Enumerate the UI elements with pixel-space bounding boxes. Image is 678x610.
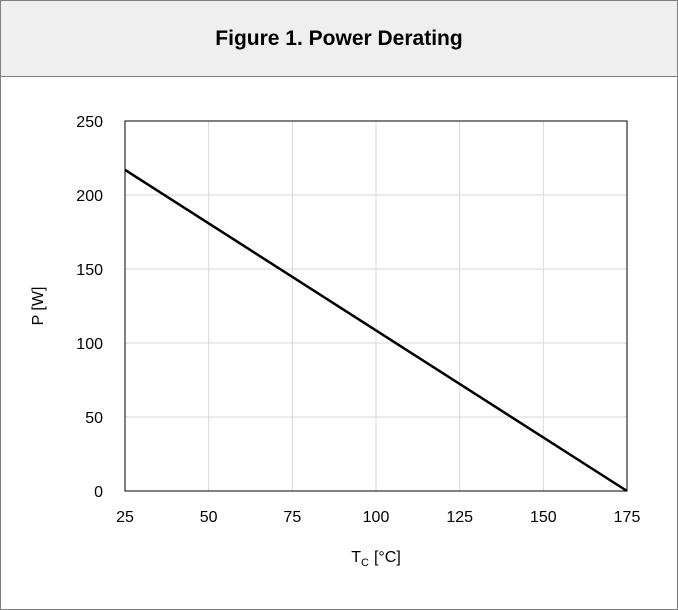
x-tick-label-6: 175 [614, 509, 641, 526]
y-tick-label-3: 150 [76, 262, 103, 279]
y-tick-label-0: 0 [94, 484, 103, 501]
x-tick-label-3: 100 [363, 509, 390, 526]
grid-lines [124, 120, 628, 492]
x-tick-label-4: 125 [446, 509, 473, 526]
x-axis-label-unit: [°C] [374, 549, 401, 566]
y-tick-label-1: 50 [85, 410, 103, 427]
y-axis-ticks: 0 50 100 150 200 250 [76, 114, 103, 501]
y-tick-label-5: 250 [76, 114, 103, 131]
figure-header: Figure 1. Power Derating [1, 1, 677, 77]
x-tick-label-1: 50 [200, 509, 218, 526]
data-series [124, 168, 628, 493]
figure-title: Figure 1. Power Derating [215, 26, 463, 50]
x-tick-label-5: 150 [530, 509, 557, 526]
x-axis-label-main: T [351, 549, 361, 566]
y-axis-label: P [W] [30, 287, 47, 326]
x-tick-label-2: 75 [283, 509, 301, 526]
x-axis-label: TC [°C] [351, 549, 401, 569]
x-axis-label-subscript: C [361, 557, 369, 569]
y-tick-label-4: 200 [76, 188, 103, 205]
x-tick-label-0: 25 [116, 509, 134, 526]
x-axis-ticks: 25 50 75 100 125 150 175 [116, 509, 640, 526]
y-tick-label-2: 100 [76, 336, 103, 353]
series-line-0 [124, 168, 628, 493]
plot-area [124, 120, 628, 492]
